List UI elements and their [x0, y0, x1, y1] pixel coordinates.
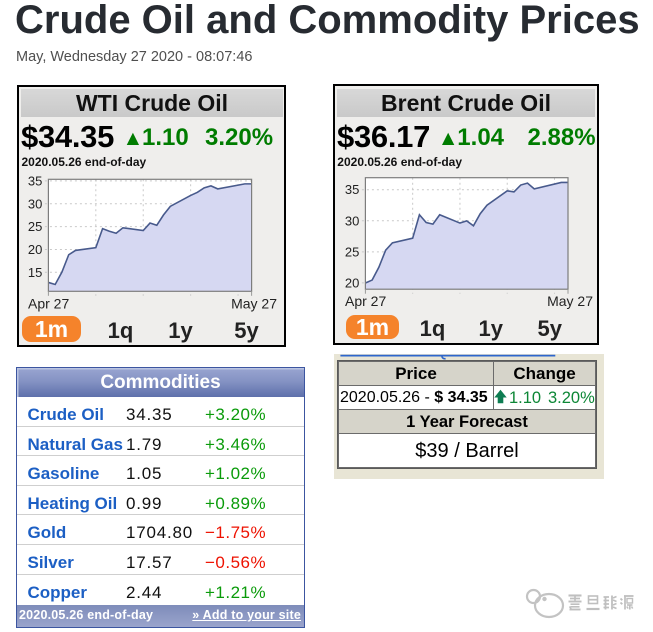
svg-text:35: 35 — [345, 182, 359, 197]
svg-text:Apr 27: Apr 27 — [345, 293, 386, 309]
svg-text:25: 25 — [345, 244, 359, 259]
svg-text:15: 15 — [28, 265, 42, 280]
svg-text:May 27: May 27 — [547, 293, 593, 309]
svg-text:20: 20 — [345, 275, 359, 290]
svg-text:25: 25 — [28, 219, 42, 234]
svg-text:Apr 27: Apr 27 — [28, 295, 69, 311]
svg-text:20: 20 — [28, 242, 42, 257]
svg-text:30: 30 — [345, 213, 359, 228]
svg-text:35: 35 — [28, 173, 42, 188]
svg-text:May 27: May 27 — [231, 295, 277, 311]
svg-text:30: 30 — [28, 196, 42, 211]
